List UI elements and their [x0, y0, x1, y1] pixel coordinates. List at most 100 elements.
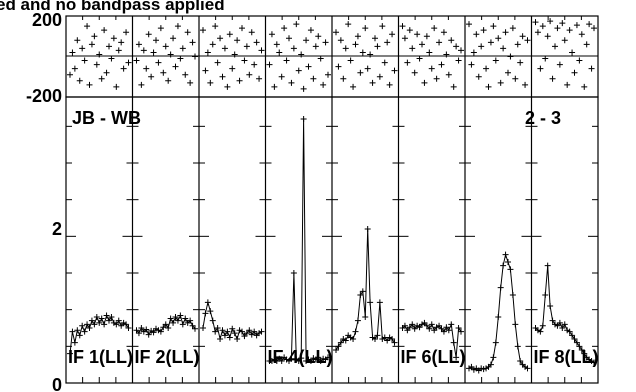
- amplitude-point: [187, 317, 194, 324]
- phase-point: [325, 71, 331, 78]
- phase-point: [165, 77, 172, 84]
- phase-point: [537, 65, 544, 72]
- phase-point: [423, 33, 430, 40]
- phase-point: [281, 25, 288, 32]
- amplitude-point: [376, 299, 383, 306]
- phase-point: [333, 29, 339, 36]
- phase-point: [428, 65, 435, 72]
- amplitude-point: [458, 328, 464, 335]
- phase-point: [71, 65, 78, 72]
- amplitude-point: [372, 336, 378, 342]
- amplitude-point: [226, 334, 233, 341]
- amplitude-point: [389, 336, 396, 342]
- amplitude-point: [150, 329, 157, 336]
- phase-point: [209, 41, 216, 48]
- phase-point: [317, 55, 324, 62]
- phase-point: [179, 45, 186, 52]
- phase-point: [110, 35, 117, 42]
- phase-point: [578, 31, 585, 38]
- phase-point: [495, 35, 502, 42]
- phase-point: [514, 41, 521, 48]
- phase-point: [315, 33, 322, 40]
- phase-point: [293, 21, 300, 28]
- phase-point: [505, 69, 511, 76]
- amplitude-point: [182, 315, 189, 322]
- amplitude-point: [217, 336, 224, 342]
- phase-point: [416, 55, 423, 62]
- phase-point: [98, 75, 105, 82]
- phase-point: [522, 81, 529, 88]
- phase-point: [310, 75, 317, 82]
- amplitude-point: [359, 288, 366, 295]
- phase-point: [534, 29, 541, 36]
- amplitude-point: [108, 314, 115, 320]
- phase-point: [286, 35, 292, 42]
- amplitude-point: [202, 310, 209, 317]
- amplitude-point: [502, 251, 509, 258]
- phase-point: [189, 39, 196, 46]
- phase-point: [466, 21, 472, 28]
- plot-title: ed and no bandpass applied: [0, 0, 225, 14]
- phase-point: [67, 71, 73, 78]
- amplitude-point: [487, 361, 494, 368]
- phase-point: [239, 25, 245, 32]
- phase-point: [118, 39, 125, 46]
- phase-point: [445, 71, 452, 78]
- phase-point: [386, 81, 393, 88]
- amplitude-point: [561, 321, 568, 328]
- amplitude-point: [571, 336, 578, 342]
- phase-point: [295, 67, 302, 74]
- phase-point: [367, 51, 374, 58]
- phase-point: [532, 19, 539, 26]
- phase-point: [468, 61, 475, 68]
- phase-point: [217, 35, 224, 42]
- amplitude-point: [251, 328, 258, 335]
- phase-point: [157, 25, 164, 32]
- phase-point: [436, 39, 443, 46]
- phase-point: [440, 29, 447, 36]
- phase-point: [414, 31, 421, 38]
- phase-point: [135, 41, 142, 48]
- amplitude-point: [74, 327, 81, 334]
- phase-point: [566, 27, 573, 34]
- phase-point: [288, 79, 295, 86]
- phase-point: [406, 27, 413, 34]
- amplitude-point: [278, 358, 285, 364]
- amp-tick-zero: 0: [52, 375, 62, 392]
- phase-point: [182, 71, 189, 78]
- phase-point: [120, 65, 127, 72]
- phase-point: [226, 31, 233, 38]
- phase-point: [320, 81, 327, 88]
- amplitude-point: [325, 354, 331, 361]
- amplitude-point: [288, 355, 295, 362]
- phase-point: [148, 73, 155, 80]
- phase-point: [91, 33, 98, 40]
- phase-point: [335, 63, 342, 70]
- phase-point: [421, 79, 428, 86]
- phase-point: [362, 25, 369, 32]
- amplitude-point: [524, 365, 531, 372]
- amplitude-point: [591, 359, 597, 366]
- phase-point: [276, 49, 283, 56]
- phase-point: [443, 51, 450, 58]
- phase-point: [150, 49, 157, 56]
- phase-point: [253, 39, 260, 46]
- amplitude-point: [453, 354, 460, 361]
- amplitude-point: [505, 259, 511, 265]
- amplitude-point: [450, 339, 457, 346]
- amplitude-point: [93, 314, 100, 320]
- phase-point: [404, 59, 411, 66]
- amplitude-point: [290, 270, 297, 276]
- phase-point: [212, 23, 219, 30]
- phase-point: [229, 65, 236, 72]
- amplitude-point: [207, 308, 214, 315]
- amplitude-point: [337, 339, 344, 346]
- amplitude-point: [573, 339, 580, 346]
- phase-point: [583, 41, 590, 48]
- phase-point: [448, 37, 455, 44]
- amplitude-point: [426, 325, 433, 332]
- amplitude-point: [364, 226, 371, 232]
- amplitude-point: [231, 330, 238, 337]
- amplitude-point: [67, 350, 73, 357]
